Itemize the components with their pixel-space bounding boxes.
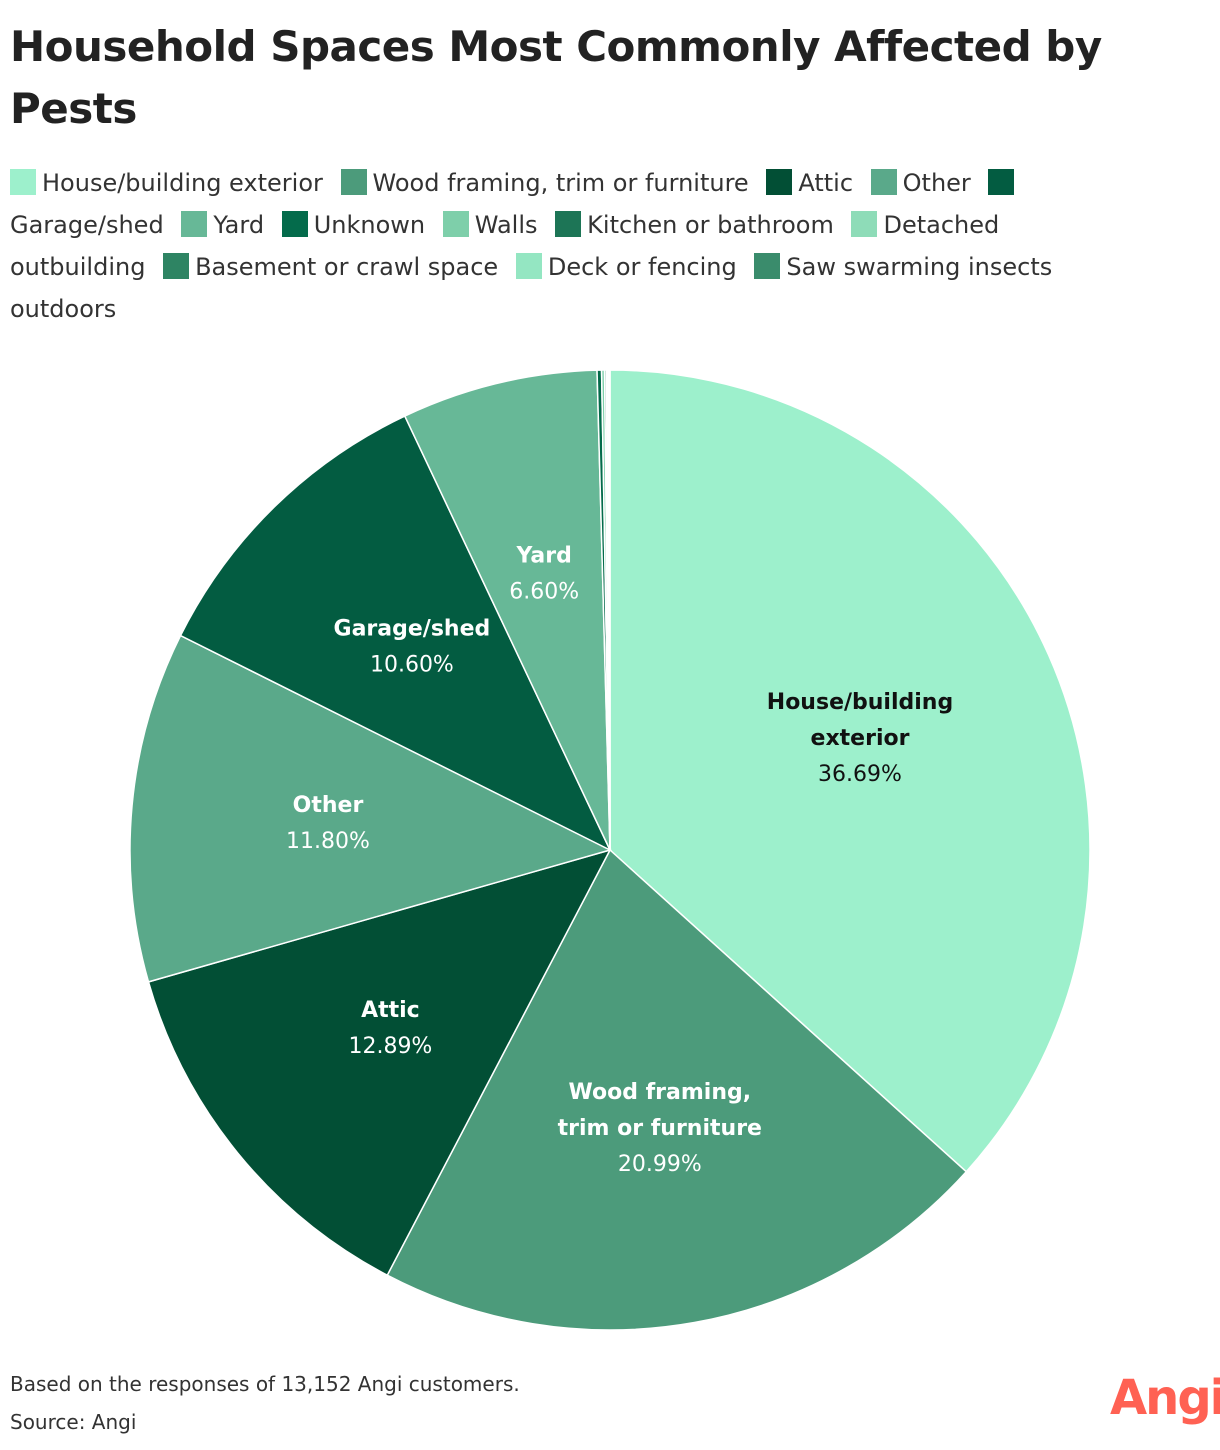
slice-label: Garage/shed 10.60% [334,617,491,678]
slice-name-label: trim or furniture [558,1116,762,1141]
slice-value-label: 20.99% [618,1152,702,1177]
legend-item: Garage/shed [10,169,1020,239]
legend-item: House/building exterior [10,169,323,197]
pie-slice [403,369,611,851]
legend-item: Walls [442,211,538,239]
slice-label: Attic 12.89% [348,998,432,1059]
legend-swatch [10,169,36,195]
legend-item: Wood framing, trim or furniture [340,169,749,197]
slice-value-label: 10.60% [370,653,454,678]
legend-item: Attic [766,169,853,197]
legend-item: Kitchen or bathroom [555,211,834,239]
legend-item: Yard [181,211,264,239]
legend-item: Deck or fencing [515,253,737,281]
legend-swatch [340,169,367,195]
legend-swatch [163,253,190,279]
legend-item: Basement or crawl space [163,253,498,281]
legend-swatch [181,211,208,237]
pie-slice [608,369,611,851]
slice-name-label: Wood framing, [568,1080,751,1105]
legend-swatch [442,211,469,237]
slice-value-label: 36.69% [818,762,902,787]
slice-label: Other 11.80% [286,793,370,854]
legend-label: Saw swarming insects outdoors [10,253,1053,323]
legend-swatch [515,253,542,279]
legend-swatch [281,211,308,237]
legend-item: Unknown [281,211,426,239]
legend-label: House/building exterior [42,169,323,197]
slice-name-label: Attic [361,998,420,1023]
slice-name-label: Garage/shed [334,617,491,642]
legend-swatch [851,211,878,237]
chart-title: Household Spaces Most Commonly Affected … [10,22,1102,133]
slice-value-label: 12.89% [348,1034,432,1059]
legend-label: Deck or fencing [547,253,737,281]
slice-name-label: exterior [811,726,910,751]
legend-swatch [555,211,582,237]
legend-label: Kitchen or bathroom [587,211,834,239]
slice-label: House/building exterior 36.69% [767,690,953,787]
legend-label: Garage/shed [10,211,164,239]
legend-swatch [754,253,781,279]
legend-label: Attic [798,169,854,197]
pie-slice [129,634,613,983]
legend-item: Detached outbuilding [10,211,999,281]
pie-slice [609,369,1091,1173]
legend-label: Unknown [313,211,426,239]
footnote: Based on the responses of 13,152 Angi cu… [10,1372,520,1396]
legend-label: Detached outbuilding [10,211,1000,281]
slice-name-label: Yard [516,544,572,569]
legend-label: Basement or crawl space [195,253,499,281]
legend-label: Yard [213,211,265,239]
legend-label: Other [902,169,971,197]
angi-logo: Angi [1110,1370,1220,1426]
pie-slice [179,415,612,852]
slice-label: Wood framing, trim or furniture 20.99% [558,1080,762,1177]
slice-label: Yard 6.60% [509,544,579,605]
legend-item: Other [870,169,971,197]
legend-swatch [988,169,1015,195]
legend-swatch [766,169,793,195]
slice-value-label: 6.60% [509,580,579,605]
pie-slice [386,848,968,1331]
legend-item: Saw swarming insects outdoors [10,253,1052,323]
pie-chart: House/building exterior 36.69% Wood framing… [129,369,1091,1331]
slice-value-label: 11.80% [286,829,370,854]
legend-label: Walls [474,211,538,239]
slice-name-label: Other [293,793,364,818]
source-note: Source: Angi [10,1410,137,1434]
pie-slice [147,848,612,1277]
slice-name-label: House/building [767,690,953,715]
legend-swatch [870,169,897,195]
chart-legend: House/building exterior Wood framing, tr… [10,162,1110,330]
legend-label: Wood framing, trim or furniture [372,169,749,197]
